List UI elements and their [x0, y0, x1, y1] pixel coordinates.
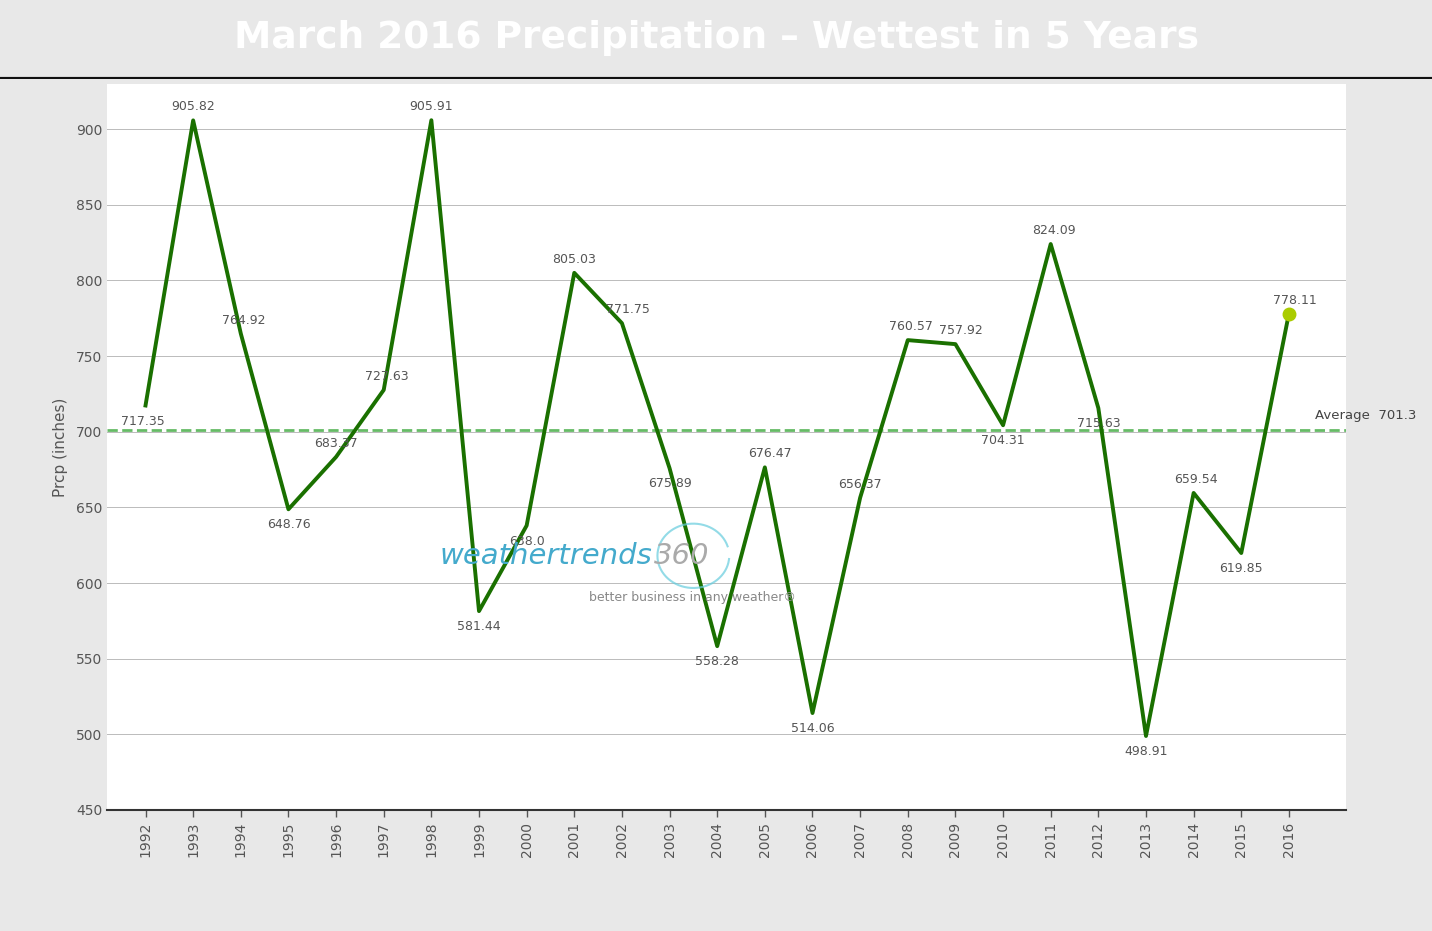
- Text: 717.35: 717.35: [120, 414, 165, 427]
- Text: weathertrends: weathertrends: [440, 542, 653, 570]
- Y-axis label: Prcp (inches): Prcp (inches): [53, 398, 67, 496]
- Text: 905.82: 905.82: [172, 101, 215, 114]
- Text: 805.03: 805.03: [553, 253, 596, 266]
- Text: 778.11: 778.11: [1273, 293, 1316, 306]
- Text: 648.76: 648.76: [266, 519, 311, 532]
- Text: 581.44: 581.44: [457, 620, 501, 633]
- Text: 498.91: 498.91: [1124, 745, 1167, 758]
- Text: 715.63: 715.63: [1077, 417, 1120, 430]
- Text: 683.37: 683.37: [314, 437, 358, 450]
- Text: March 2016 Precipitation – Wettest in 5 Years: March 2016 Precipitation – Wettest in 5 …: [233, 20, 1199, 56]
- Text: 619.85: 619.85: [1220, 562, 1263, 575]
- Text: 558.28: 558.28: [696, 655, 739, 668]
- Text: 905.91: 905.91: [410, 101, 453, 114]
- Text: 760.57: 760.57: [889, 320, 932, 333]
- Text: 727.63: 727.63: [365, 370, 408, 383]
- Text: 514.06: 514.06: [790, 722, 835, 735]
- Text: 676.47: 676.47: [749, 448, 792, 461]
- Text: 656.37: 656.37: [838, 478, 882, 491]
- Text: 704.31: 704.31: [981, 435, 1025, 448]
- Text: 757.92: 757.92: [939, 324, 982, 337]
- Text: 675.89: 675.89: [647, 478, 692, 491]
- Text: 638.0: 638.0: [508, 534, 544, 547]
- Text: 764.92: 764.92: [222, 314, 265, 327]
- Text: 659.54: 659.54: [1174, 473, 1219, 486]
- Text: 824.09: 824.09: [1031, 224, 1075, 237]
- Text: Average  701.3: Average 701.3: [1315, 410, 1416, 423]
- Text: better business in any weather®: better business in any weather®: [589, 591, 796, 604]
- Text: 360: 360: [654, 542, 709, 570]
- Text: 771.75: 771.75: [606, 304, 650, 317]
